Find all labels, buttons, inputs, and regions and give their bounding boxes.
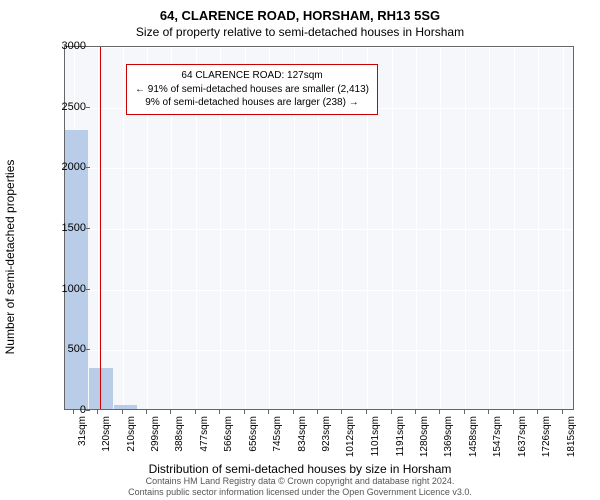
info-box: 64 CLARENCE ROAD: 127sqm← 91% of semi-de… (126, 64, 378, 115)
grid-line (514, 47, 515, 409)
y-tick-label: 1000 (46, 283, 86, 295)
y-tick-label: 2500 (46, 101, 86, 113)
grid-line (489, 47, 490, 409)
y-tick-label: 2000 (46, 161, 86, 173)
x-tick-label: 388sqm (174, 416, 185, 452)
x-axis-label: Distribution of semi-detached houses by … (0, 462, 600, 476)
x-tick-label: 656sqm (248, 416, 259, 452)
x-tick-label: 1191sqm (395, 416, 406, 456)
grid-line (416, 47, 417, 409)
x-tick-label: 1547sqm (492, 416, 503, 457)
x-tick-label: 834sqm (297, 416, 308, 452)
x-tick-label: 120sqm (101, 416, 112, 452)
chart-subtitle: Size of property relative to semi-detach… (0, 23, 600, 43)
y-tick-label: 3000 (46, 40, 86, 52)
footer-line-2: Contains public sector information licen… (0, 487, 600, 498)
x-tick-label: 923sqm (321, 416, 332, 452)
y-tick-label: 500 (46, 343, 86, 355)
grid-line (65, 411, 573, 412)
x-tick-label: 1101sqm (370, 416, 381, 456)
y-axis-label: Number of semi-detached properties (3, 160, 17, 355)
info-box-line: ← 91% of semi-detached houses are smalle… (135, 83, 369, 97)
grid-line (440, 47, 441, 409)
grid-line (392, 47, 393, 409)
x-tick-label: 1369sqm (443, 416, 454, 457)
histogram-bar (89, 368, 112, 409)
x-tick-label: 31sqm (77, 416, 88, 446)
x-tick-label: 1815sqm (566, 416, 577, 457)
x-tick-label: 299sqm (150, 416, 161, 452)
x-tick-label: 1726sqm (541, 416, 552, 457)
chart-title: 64, CLARENCE ROAD, HORSHAM, RH13 5SG (0, 0, 600, 23)
grid-line (465, 47, 466, 409)
x-tick-label: 1012sqm (345, 416, 356, 457)
x-tick-label: 745sqm (272, 416, 283, 452)
y-tick-label: 1500 (46, 222, 86, 234)
footer-line-1: Contains HM Land Registry data © Crown c… (0, 476, 600, 487)
grid-line (98, 47, 99, 409)
info-box-line: 9% of semi-detached houses are larger (2… (135, 96, 369, 110)
x-tick-label: 1280sqm (419, 416, 430, 457)
property-marker-line (100, 47, 101, 409)
x-tick-label: 477sqm (199, 416, 210, 452)
histogram-bar (114, 405, 137, 409)
x-tick-label: 1637sqm (517, 416, 528, 457)
y-tick-label: 0 (46, 404, 86, 416)
grid-line (563, 47, 564, 409)
x-tick-label: 566sqm (223, 416, 234, 452)
footer-attribution: Contains HM Land Registry data © Crown c… (0, 476, 600, 499)
info-box-line: 64 CLARENCE ROAD: 127sqm (135, 69, 369, 83)
grid-line (538, 47, 539, 409)
x-tick-label: 1458sqm (468, 416, 479, 457)
grid-line (123, 47, 124, 409)
x-tick-label: 210sqm (126, 416, 137, 452)
